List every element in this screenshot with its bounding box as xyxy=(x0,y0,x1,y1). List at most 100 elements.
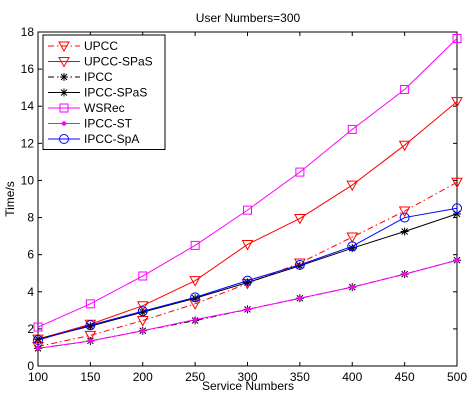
data-point-ipcc-st xyxy=(35,346,41,351)
data-point-ipcc-st xyxy=(140,328,146,334)
legend-label: IPCC-SpA xyxy=(84,132,139,146)
y-tick-label: 10 xyxy=(21,173,35,187)
data-point-upcc-spas xyxy=(451,97,463,108)
x-tick-label: 100 xyxy=(28,370,48,384)
data-point-ipcc-spa xyxy=(452,203,462,214)
data-point-ipcc-st xyxy=(192,317,198,322)
data-point-upcc-spas xyxy=(398,140,411,152)
series-line-ipcc-spa xyxy=(37,207,458,341)
legend-label: UPCC xyxy=(84,39,118,53)
x-tick-label: 350 xyxy=(290,370,310,384)
x-tick-label: 200 xyxy=(133,370,153,384)
data-point-ipcc-spas xyxy=(400,227,409,236)
legend-item-ipcc-st: IPCC-ST xyxy=(48,117,133,131)
x-tick-label: 450 xyxy=(395,370,415,384)
data-point-ipcc-spa xyxy=(190,292,201,303)
data-point-ipcc-spas xyxy=(348,244,357,253)
legend-swatch-marker xyxy=(58,41,70,53)
x-tick-label: 250 xyxy=(185,370,205,384)
series-ipcc-st xyxy=(35,257,460,351)
x-tick-label: 300 xyxy=(237,370,257,384)
y-tick-label: 6 xyxy=(27,248,34,262)
series-wsrec xyxy=(33,33,462,332)
data-point-ipcc-spa xyxy=(294,259,305,270)
data-point-ipcc-spa xyxy=(85,320,96,331)
data-point-ipcc-st xyxy=(297,295,303,301)
data-point-wsrec xyxy=(33,322,43,332)
x-tick-label: 400 xyxy=(342,370,362,384)
y-tick-label: 2 xyxy=(27,322,34,336)
series-line-upcc-spas xyxy=(37,101,458,340)
data-point-ipcc-spas xyxy=(191,294,200,303)
data-point-upcc-spas xyxy=(346,180,359,192)
y-tick-label: 14 xyxy=(21,99,35,113)
legend-swatch-marker xyxy=(60,73,68,81)
data-point-ipcc-spas xyxy=(295,261,304,270)
data-point-wsrec xyxy=(190,240,200,250)
data-point-wsrec xyxy=(452,33,462,43)
legend-swatch-marker xyxy=(59,134,69,144)
data-point-ipcc-spa xyxy=(242,275,253,286)
legend-swatch-marker xyxy=(59,103,69,113)
legend-label: UPCC-SPaS xyxy=(84,55,153,69)
data-point-ipcc-spa xyxy=(33,335,43,346)
data-point-wsrec xyxy=(295,167,305,177)
data-point-upcc xyxy=(451,177,463,189)
data-point-ipcc-st xyxy=(88,338,93,344)
y-tick-label: 4 xyxy=(27,285,34,299)
data-point-wsrec xyxy=(400,85,410,95)
legend-item-upcc: UPCC xyxy=(48,39,118,53)
legend-label: IPCC-ST xyxy=(84,117,133,131)
legend-item-upcc-spas: UPCC-SPaS xyxy=(48,55,153,69)
data-point-upcc xyxy=(346,232,359,244)
data-point-upcc-spas xyxy=(136,301,149,312)
y-tick-label: 16 xyxy=(21,62,35,76)
data-point-wsrec xyxy=(243,205,252,215)
data-point-ipcc-spas xyxy=(453,209,461,218)
legend-item-ipcc-spa: IPCC-SpA xyxy=(48,132,139,146)
x-tick-label: 500 xyxy=(447,370,467,384)
data-point-ipcc-st xyxy=(454,257,460,263)
series-group xyxy=(32,33,463,353)
data-point-ipcc-spas xyxy=(34,335,42,344)
data-point-upcc-spas xyxy=(189,276,201,287)
x-tick-label: 150 xyxy=(80,370,100,384)
data-point-upcc-spas xyxy=(294,213,306,225)
data-point-upcc xyxy=(398,206,411,218)
data-point-ipcc-st xyxy=(402,271,407,277)
y-tick-label: 8 xyxy=(27,211,34,225)
data-point-ipcc-spa xyxy=(137,306,148,317)
y-axis-label: Time/s xyxy=(3,181,17,217)
legend-label: WSRec xyxy=(84,101,125,115)
data-point-wsrec xyxy=(85,299,95,309)
legend-swatch-marker xyxy=(60,88,68,97)
y-tick-label: 18 xyxy=(21,25,35,39)
legend-label: IPCC xyxy=(84,70,113,84)
chart-title: User Numbers=300 xyxy=(196,11,301,25)
data-point-ipcc-st xyxy=(245,307,250,312)
data-point-wsrec xyxy=(347,124,357,134)
legend-swatch-marker xyxy=(58,57,70,68)
data-point-upcc xyxy=(136,316,149,327)
axes: 100 150 200 250 300 350 400 450 500 0 2 4 6 8 10 12 14 16… xyxy=(21,25,468,384)
data-point-ipcc-spa xyxy=(347,241,358,252)
data-point-upcc xyxy=(84,330,97,342)
data-point-ipcc-st xyxy=(349,284,355,290)
legend-item-ipcc-spas: IPCC-SPaS xyxy=(48,86,147,100)
legend-item-ipcc: IPCC xyxy=(48,70,113,84)
series-ipcc-spas xyxy=(34,209,461,344)
data-point-ipcc-spas xyxy=(243,278,252,287)
data-point-wsrec xyxy=(138,271,148,281)
legend-swatch-marker xyxy=(61,121,67,126)
data-point-ipcc-spas xyxy=(138,308,147,317)
data-point-ipcc-spa xyxy=(399,212,410,223)
data-point-upcc-spas xyxy=(241,239,254,251)
y-tick-label: 0 xyxy=(27,359,34,373)
x-axis-label: Service Numbers xyxy=(202,379,294,393)
legend-label: IPCC-SPaS xyxy=(84,86,147,100)
series-ipcc-spa xyxy=(33,203,462,346)
legend-item-wsrec: WSRec xyxy=(48,101,125,115)
data-point-ipcc-spas xyxy=(86,322,95,331)
